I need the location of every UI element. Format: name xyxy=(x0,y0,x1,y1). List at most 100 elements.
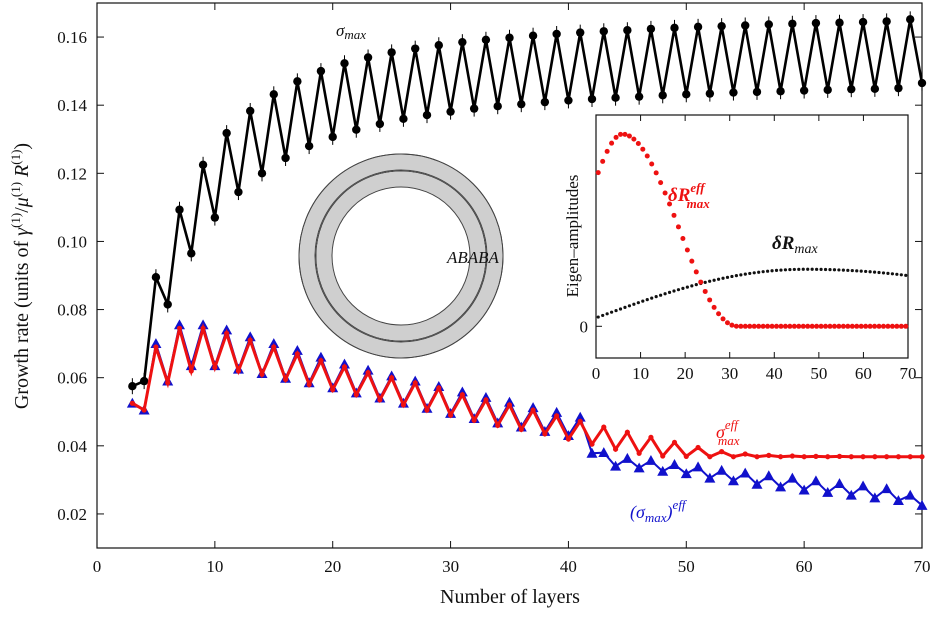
data-point xyxy=(175,205,184,214)
data-point xyxy=(176,325,183,331)
data-point xyxy=(858,17,868,27)
inset-point xyxy=(610,310,614,314)
inset-point xyxy=(747,323,753,329)
inset-point xyxy=(618,307,623,311)
inset-point xyxy=(627,304,632,308)
inset-x-tick-label: 40 xyxy=(766,364,783,383)
data-point xyxy=(894,83,903,93)
inset-point xyxy=(641,299,645,303)
data-point xyxy=(847,84,856,94)
data-point xyxy=(823,85,832,95)
data-point xyxy=(129,400,135,406)
inset-point xyxy=(819,267,823,271)
y-tick-label: 0.08 xyxy=(57,301,87,320)
data-point xyxy=(353,392,359,398)
data-point-triangle xyxy=(822,486,834,497)
inset-point xyxy=(782,323,788,329)
inset-point xyxy=(659,293,663,297)
inset-point xyxy=(840,323,846,329)
inset-point xyxy=(653,170,659,176)
inset-background xyxy=(588,110,912,378)
data-point xyxy=(459,392,465,398)
data-point xyxy=(917,78,927,88)
data-point xyxy=(447,412,454,418)
data-point xyxy=(801,454,807,460)
inset-point xyxy=(595,170,601,176)
inset-point xyxy=(658,180,664,186)
data-point xyxy=(165,380,171,386)
data-point xyxy=(811,18,821,28)
data-point xyxy=(766,452,772,458)
data-point xyxy=(752,87,762,97)
inset-point xyxy=(779,268,783,272)
data-point xyxy=(306,381,312,388)
data-point xyxy=(259,371,265,377)
inset-x-tick-label: 20 xyxy=(677,364,694,383)
inset-point xyxy=(841,268,845,272)
data-point xyxy=(836,453,843,459)
data-point xyxy=(742,451,748,457)
y-tick-label: 0.16 xyxy=(57,28,87,47)
data-point-triangle xyxy=(692,461,704,472)
inner-ring-edge xyxy=(331,186,471,326)
data-point-triangle xyxy=(268,338,280,349)
label-sigma-max: σmax xyxy=(336,21,366,42)
data-point xyxy=(660,453,666,459)
data-point xyxy=(729,88,738,97)
data-point xyxy=(234,187,243,197)
label-sigma-max-eff: (σmax)eff xyxy=(630,497,688,525)
data-point xyxy=(400,402,407,408)
data-point-triangle xyxy=(551,406,563,417)
inset-point xyxy=(613,134,619,140)
x-tick-label: 60 xyxy=(796,557,813,576)
inset-point xyxy=(635,141,641,147)
inset-point xyxy=(690,284,694,288)
inset-point xyxy=(823,323,829,329)
y-tick-label: 0.12 xyxy=(57,164,87,183)
data-point-triangle xyxy=(704,472,716,483)
data-point-triangle xyxy=(892,495,904,506)
inset-point xyxy=(729,322,735,328)
inset-point xyxy=(881,271,886,275)
data-point xyxy=(776,87,785,96)
data-point-triangle xyxy=(869,492,881,503)
inset-point xyxy=(738,323,744,329)
data-point-triangle xyxy=(751,478,763,489)
data-point xyxy=(919,454,925,460)
data-point xyxy=(352,125,361,134)
data-point-triangle xyxy=(916,499,928,510)
label-dr-eff: δReff max xyxy=(668,180,710,211)
data-point-triangle xyxy=(456,386,468,397)
data-point xyxy=(612,446,619,452)
inset-point xyxy=(877,270,881,275)
data-point xyxy=(493,102,502,111)
data-point xyxy=(316,66,326,76)
inset-point xyxy=(756,323,762,329)
data-point-triangle xyxy=(904,489,916,500)
inset-point xyxy=(631,136,637,142)
data-point xyxy=(151,273,161,282)
inset-point xyxy=(712,278,716,282)
inset-point xyxy=(774,323,780,329)
data-point xyxy=(518,426,524,433)
inset-point xyxy=(864,269,868,274)
data-point xyxy=(269,90,278,99)
data-point xyxy=(340,59,349,68)
inset-point xyxy=(636,301,640,305)
y-tick-label: 0.06 xyxy=(57,369,87,388)
data-point xyxy=(363,53,373,62)
data-point xyxy=(670,23,679,33)
inset-point xyxy=(858,323,864,329)
inset-point xyxy=(890,272,895,276)
inset-point xyxy=(832,268,837,272)
inset-point xyxy=(823,267,828,272)
data-point xyxy=(719,449,725,455)
data-point-triangle xyxy=(527,402,539,413)
inset-point xyxy=(626,133,632,139)
inset-point xyxy=(667,201,673,207)
data-point-triangle xyxy=(150,338,162,349)
data-point xyxy=(648,434,654,440)
inner-ring-outer-edge xyxy=(315,170,487,342)
data-point-triangle xyxy=(845,489,857,500)
inset-point xyxy=(766,269,770,273)
